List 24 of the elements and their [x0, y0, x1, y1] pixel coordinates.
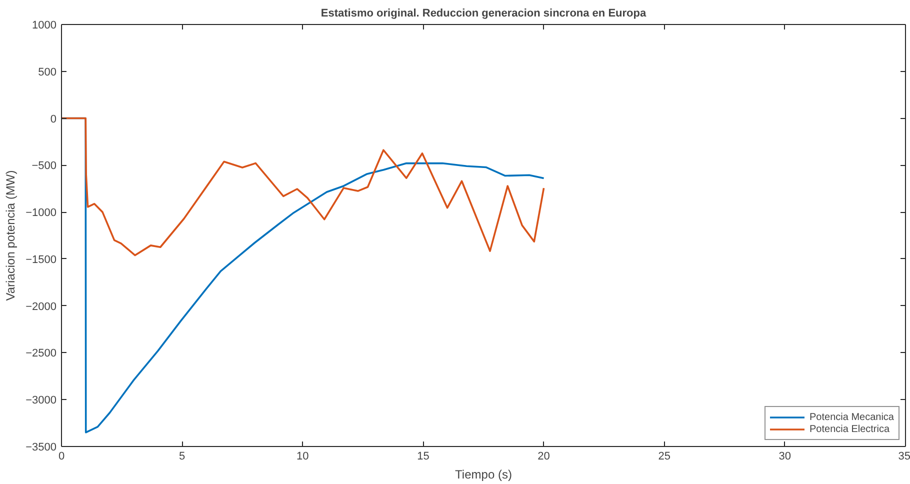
line-series	[62, 117, 545, 256]
x-tick-label: 10	[296, 450, 309, 462]
x-tick-label: 5	[179, 450, 186, 462]
x-tick-label: 15	[417, 450, 430, 462]
y-tick-label: −500	[32, 160, 57, 172]
y-axis-title: Variacion potencia (MW)	[4, 170, 18, 301]
legend-label: Potencia Electrica	[810, 423, 890, 435]
y-tick-label: −3000	[26, 394, 57, 407]
y-tick-label: 1000	[32, 20, 57, 32]
y-tick-label: 500	[38, 66, 57, 78]
x-tick-label: 35	[898, 450, 910, 462]
y-tick-label: −3500	[26, 442, 57, 454]
legend-label: Potencia Mecanica	[810, 411, 894, 423]
y-tick-label: 0	[50, 113, 57, 126]
y-tick-label: −1500	[26, 254, 57, 266]
x-tick-label: 0	[58, 450, 65, 462]
x-tick-label: 30	[778, 450, 792, 462]
x-tick-label: 20	[538, 450, 550, 462]
x-axis-title: Tiempo (s)	[455, 468, 512, 482]
y-tick-label: −2500	[26, 348, 57, 360]
x-tick-label: 25	[658, 450, 670, 462]
y-tick-label: −1000	[26, 207, 57, 220]
y-tick-label: −2000	[26, 300, 57, 313]
chart-title: Estatismo original. Reduccion generacion sincrona en Europa	[320, 8, 647, 20]
